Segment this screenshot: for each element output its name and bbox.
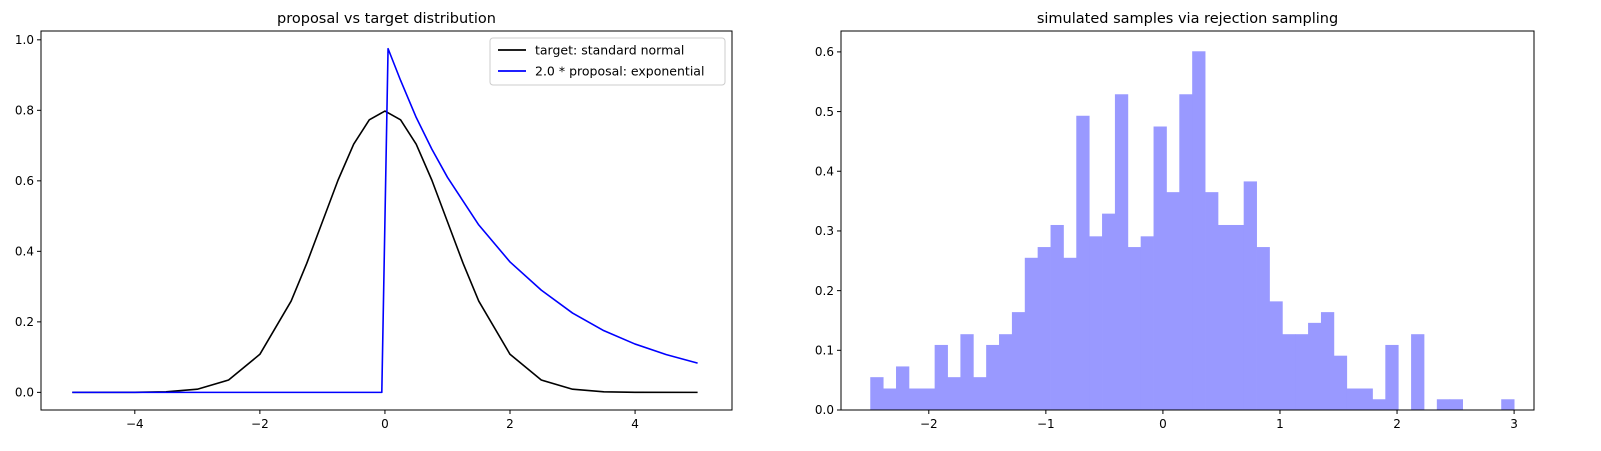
histogram-bar [1269, 301, 1283, 410]
histogram-bar [1037, 247, 1051, 410]
histogram-bar [1411, 334, 1425, 410]
x-tick-label: 0 [1159, 417, 1167, 431]
histogram-bar [1372, 399, 1386, 410]
histogram-bar [1089, 236, 1103, 410]
legend: target: standard normal 2.0 * proposal: … [489, 37, 726, 86]
y-tick-label: 0.4 [815, 164, 834, 178]
histogram-bar [1140, 236, 1154, 410]
histogram-bar [896, 366, 910, 410]
y-tick-label: 0.2 [15, 315, 34, 329]
histogram-bar [1024, 257, 1039, 410]
rejection-sampling-histogram: simulated samples via rejection sampling… [815, 11, 1535, 431]
histogram-bar [1295, 334, 1309, 410]
histogram-bar [1308, 322, 1322, 410]
histogram-bar [1011, 312, 1026, 410]
y-tick-label: 1.0 [15, 33, 34, 47]
y-tick-label: 0.6 [15, 174, 34, 188]
y-tick-label: 0.0 [15, 386, 34, 400]
histogram-bar [1217, 224, 1232, 410]
y-axis: 0.0 0.1 0.2 0.3 0.4 0.5 0.6 [815, 45, 841, 417]
histogram-bar [1320, 312, 1335, 410]
histogram-bar [1050, 224, 1064, 410]
x-tick-label: 2 [506, 417, 514, 431]
histogram-bar [1205, 192, 1219, 410]
legend-label-proposal: 2.0 * proposal: exponential [535, 64, 704, 79]
y-tick-label: 0.0 [815, 403, 834, 417]
plot-area [72, 47, 698, 394]
histogram-bar [1102, 213, 1116, 410]
y-tick-label: 0.5 [815, 105, 834, 119]
y-tick-label: 0.4 [15, 245, 34, 259]
histogram-bar [947, 377, 961, 410]
histogram-bar [1359, 388, 1373, 410]
histogram-bar [986, 344, 1000, 410]
legend-box [489, 37, 726, 86]
histogram-bar [1076, 115, 1090, 410]
histogram-bar [1166, 192, 1180, 410]
histogram-bar [883, 388, 897, 410]
chart-title: simulated samples via rejection sampling [1037, 11, 1338, 27]
histogram-bar [1114, 94, 1129, 411]
x-tick-label: −4 [126, 417, 144, 431]
proposal-vs-target-chart: proposal vs target distribution −4 −2 0 2 4 … [15, 11, 733, 431]
histogram-bar [1385, 344, 1399, 410]
x-tick-label: 3 [1510, 417, 1518, 431]
y-tick-label: 0.6 [815, 45, 834, 59]
legend-label-target: target: standard normal [535, 43, 684, 58]
histogram-bar [1243, 181, 1257, 410]
histogram-bar [1179, 94, 1193, 411]
x-tick-label: 1 [1276, 417, 1284, 431]
x-tick-label: 2 [1393, 417, 1401, 431]
histogram-bar [1282, 334, 1296, 410]
histogram-bar [1063, 257, 1077, 410]
y-tick-label: 0.2 [815, 284, 834, 298]
histogram-bar [1346, 388, 1360, 410]
histogram-bar [1256, 247, 1270, 410]
histogram-bar [973, 377, 987, 410]
histogram-bar [999, 334, 1013, 410]
histogram-bar [1436, 399, 1451, 410]
histogram-bar [1230, 224, 1245, 410]
histogram-bar [934, 344, 948, 410]
histogram-bar [1192, 51, 1206, 410]
x-axis: −4 −2 0 2 4 [126, 410, 639, 431]
histogram-bar [1153, 126, 1167, 410]
axes-frame [840, 30, 1535, 411]
x-axis: −2 −1 0 1 2 3 [920, 410, 1518, 431]
y-tick-label: 0.3 [815, 224, 834, 238]
x-tick-label: −1 [1037, 417, 1055, 431]
x-tick-label: 4 [631, 417, 639, 431]
histogram-bar [1449, 399, 1463, 410]
histogram-bar [960, 334, 974, 410]
series-line-target [72, 110, 698, 394]
y-tick-label: 0.8 [15, 104, 34, 118]
histogram-bar [1501, 399, 1515, 410]
chart-title: proposal vs target distribution [277, 11, 496, 27]
x-tick-label: −2 [920, 417, 938, 431]
histogram-bar [1127, 247, 1142, 410]
series-line-proposal [72, 47, 698, 394]
histogram-bar [1333, 355, 1348, 410]
y-axis: 0.0 0.2 0.4 0.6 0.8 1.0 [15, 33, 41, 400]
histogram-bar [870, 377, 884, 410]
y-tick-label: 0.1 [815, 344, 834, 358]
histogram-bar [908, 388, 923, 410]
axes-frame [40, 30, 733, 411]
x-tick-label: −2 [251, 417, 269, 431]
x-tick-label: 0 [381, 417, 389, 431]
plot-area [870, 51, 1515, 411]
histogram-bar [921, 388, 936, 410]
